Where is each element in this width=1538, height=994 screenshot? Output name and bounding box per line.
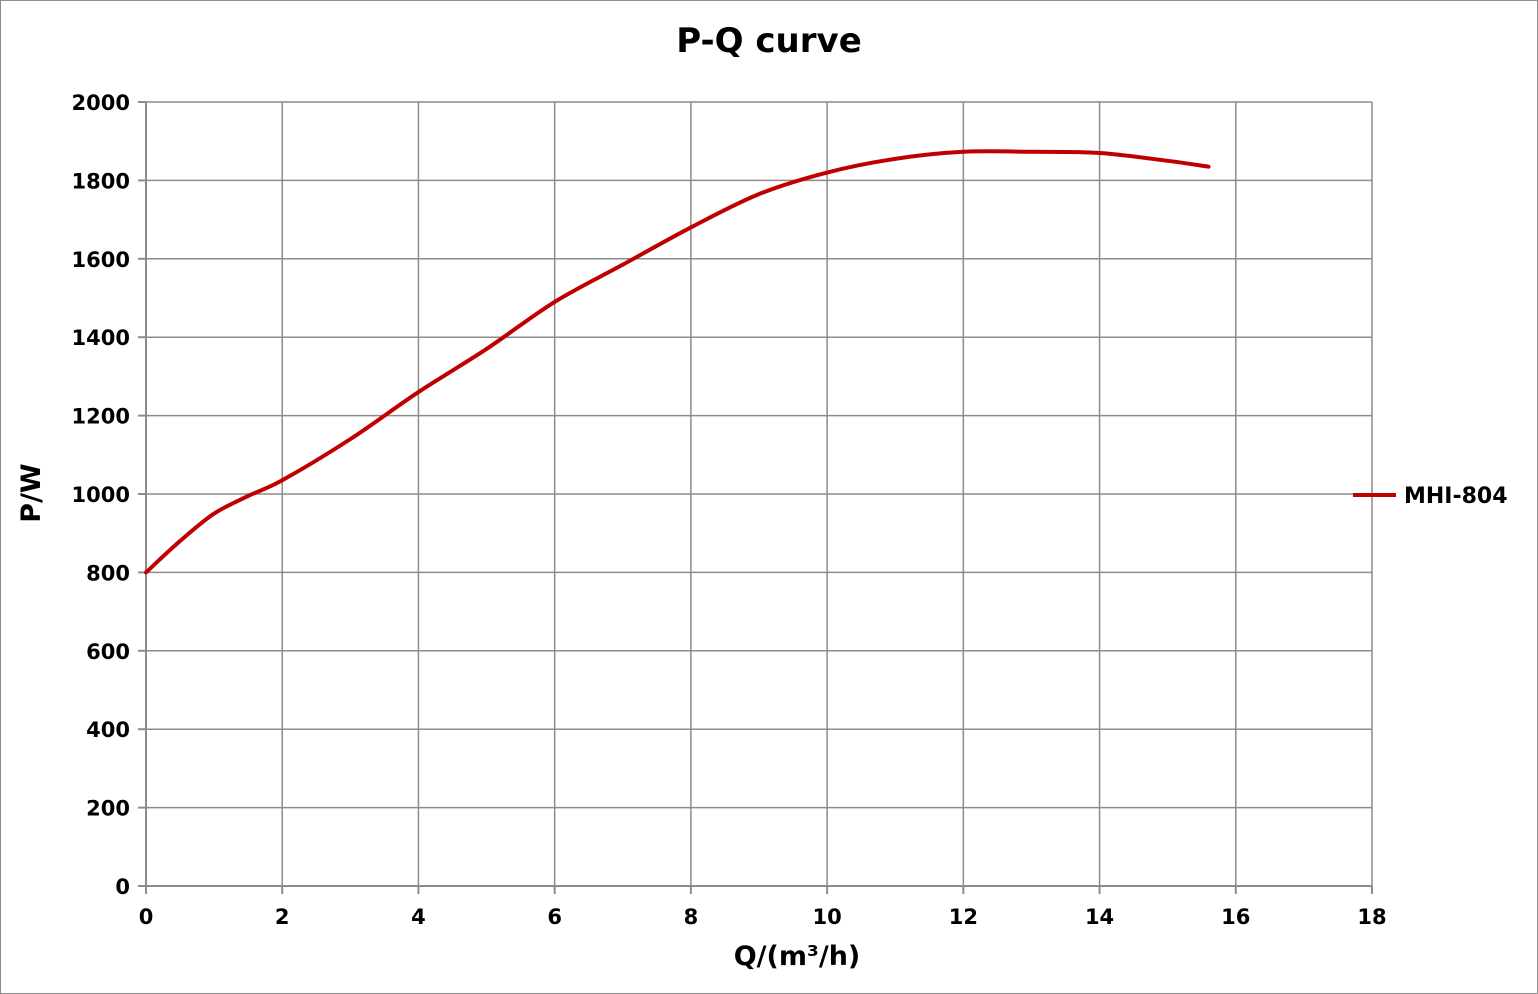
y-tick-label: 800 <box>86 561 130 585</box>
series-layer <box>144 149 1211 575</box>
y-tick-label: 600 <box>86 640 130 664</box>
x-tick-label: 14 <box>1085 905 1114 929</box>
x-axis-label: Q/(m³/h) <box>734 941 861 972</box>
grid-lines <box>145 101 1373 887</box>
y-tick-label: 400 <box>86 718 130 742</box>
y-tick-label: 1600 <box>72 248 130 272</box>
x-tick-label: 6 <box>547 905 562 929</box>
x-tick-label: 0 <box>139 905 154 929</box>
tick-labels: 0 200 400 600 800 1000 1200 1400 1600 1800 2000 0 2 4… <box>72 91 1387 929</box>
axes <box>138 101 1373 894</box>
x-tick-label: 18 <box>1357 905 1386 929</box>
y-tick-label: 200 <box>86 797 130 821</box>
y-tick-label: 1200 <box>72 405 130 429</box>
y-axis-label: P/W <box>16 463 47 522</box>
legend: MHI-804 <box>1353 484 1508 509</box>
x-tick-label: 8 <box>684 905 699 929</box>
x-tick-label: 4 <box>411 905 426 929</box>
y-tick-label: 1400 <box>72 326 130 350</box>
series-line-mhi-804 <box>144 149 1211 575</box>
y-tick-label: 2000 <box>72 91 130 115</box>
x-tick-label: 2 <box>275 905 290 929</box>
legend-label-mhi-804: MHI-804 <box>1404 484 1508 509</box>
x-tick-label: 10 <box>812 905 841 929</box>
y-tick-label: 1800 <box>72 169 130 193</box>
y-tick-label: 1000 <box>72 483 130 507</box>
x-tick-label: 12 <box>949 905 978 929</box>
x-tick-label: 16 <box>1221 905 1250 929</box>
y-tick-label: 0 <box>115 875 130 899</box>
chart-title: P-Q curve <box>676 21 862 61</box>
